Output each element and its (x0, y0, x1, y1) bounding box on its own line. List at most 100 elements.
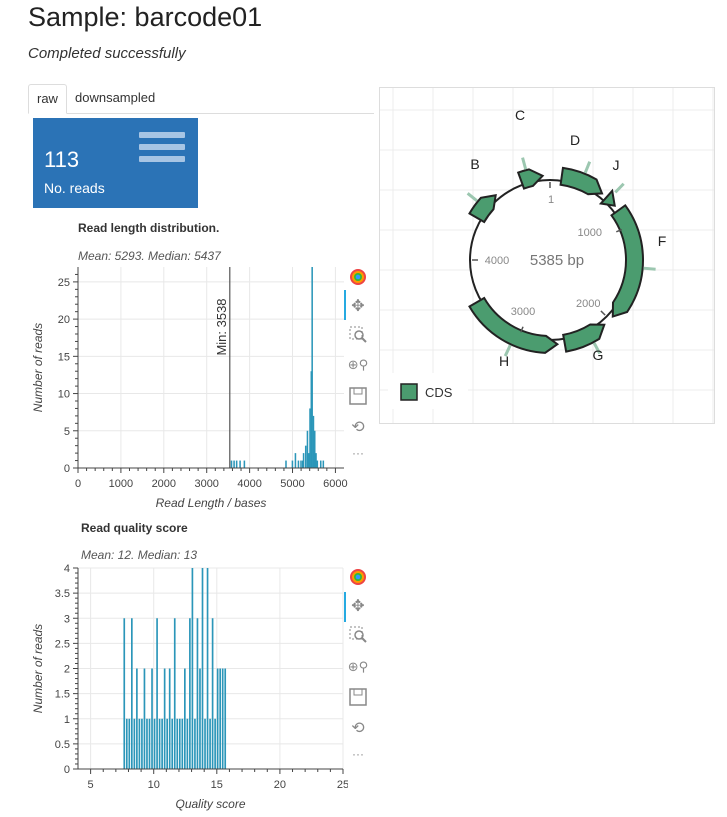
histogram-bar (194, 718, 196, 769)
bokeh-logo-icon[interactable] (347, 566, 369, 588)
x-tick-label: 25 (337, 779, 348, 791)
position-tick (615, 228, 623, 233)
wheel-zoom-icon[interactable]: ⊕⚲ (347, 357, 369, 372)
histogram-bar (133, 718, 136, 769)
reads-summary-card: 113 No. reads (33, 118, 198, 208)
active-tool-indicator (344, 592, 346, 622)
histogram-bar (243, 460, 246, 468)
histogram-bar (178, 718, 181, 769)
length-plot-toolbar: ✥ ⊕⚲ ⟲ ··· (344, 266, 373, 461)
tab-bar: raw downsampled (28, 84, 374, 114)
histogram-bar (181, 718, 184, 769)
x-tick-label: 15 (211, 779, 223, 791)
y-tick-label: 0 (64, 764, 70, 776)
histogram-bar (309, 408, 311, 468)
y-tick-label: 0.5 (55, 739, 70, 751)
histogram-bar (322, 460, 325, 468)
x-axis-label: Read Length / bases (156, 496, 267, 510)
histogram-bar (171, 718, 174, 769)
plasmid-map-panel[interactable]: C D J F G H B 1 1000 2000 3000 4000 5385 bp CDS (379, 87, 715, 424)
tab-downsampled[interactable]: downsampled (75, 90, 156, 105)
tab-raw[interactable]: raw (28, 84, 67, 114)
x-tick-label: 5000 (280, 478, 304, 490)
histogram-bar (304, 445, 307, 468)
y-axis-label: Number of reads (31, 624, 45, 713)
status-text: Completed successfully (28, 45, 186, 62)
histogram-bar (224, 668, 227, 769)
histogram-bar (291, 460, 294, 468)
y-tick-label: 1.5 (55, 689, 70, 701)
feature-label-F: F (658, 233, 667, 249)
histogram-bar (219, 668, 222, 769)
y-tick-label: 2 (64, 664, 70, 676)
histogram-bar (230, 460, 233, 468)
box-zoom-icon[interactable] (347, 324, 369, 346)
histogram-bar (294, 453, 297, 468)
x-tick-label: 5 (88, 779, 94, 791)
position-label: 1000 (578, 227, 602, 239)
feature-connector (521, 157, 528, 170)
histogram-bar (312, 415, 315, 468)
wheel-zoom-icon[interactable]: ⊕⚲ (347, 659, 369, 674)
y-tick-label: 20 (58, 314, 70, 326)
x-tick-label: 0 (75, 478, 81, 490)
cds-feature (516, 168, 545, 190)
histogram-bar (297, 460, 300, 468)
feature-connector (466, 192, 478, 203)
x-tick-label: 10 (148, 779, 160, 791)
feature-connector (583, 161, 592, 174)
histogram-bar (128, 718, 131, 769)
x-axis-label: Quality score (175, 797, 245, 811)
position-label: 1 (548, 194, 554, 206)
position-label: 2000 (576, 298, 600, 310)
histogram-bar (158, 718, 161, 769)
pan-icon[interactable]: ✥ (351, 598, 365, 615)
histogram-bar (138, 718, 141, 769)
x-tick-label: 1000 (109, 478, 133, 490)
histogram-bar (123, 618, 126, 769)
histogram-bar (141, 718, 143, 769)
feature-label-C: C (515, 107, 525, 123)
histogram-bar (166, 718, 169, 769)
position-label: 3000 (511, 306, 535, 318)
histogram-bar (235, 460, 238, 468)
read-quality-chart[interactable]: 5 10 15 20 25 0 0.5 1 1.5 2 2.5 3 3.5 4 Quality score N… (28, 562, 348, 814)
x-tick-label: 2000 (152, 478, 176, 490)
more-icon[interactable]: ··· (352, 747, 364, 761)
histogram-bar (311, 267, 313, 468)
reset-icon[interactable]: ⟲ (351, 720, 365, 737)
cds-feature (562, 323, 606, 353)
histogram-bar (221, 668, 224, 769)
reset-icon[interactable]: ⟲ (351, 419, 365, 436)
save-icon[interactable] (347, 385, 369, 407)
histogram-bar (199, 668, 201, 769)
histogram-bar (173, 618, 176, 769)
cds-feature (559, 166, 604, 196)
histogram-bar (168, 668, 171, 769)
histogram-bar (306, 430, 309, 468)
histogram-bar (285, 460, 287, 468)
cds-feature (610, 203, 644, 318)
feature-label-H: H (499, 353, 509, 369)
plasmid-map[interactable]: C D J F G H B 1 1000 2000 3000 4000 5385 bp CDS (380, 88, 714, 423)
x-tick-label: 20 (274, 779, 286, 791)
histogram-bar (201, 568, 204, 769)
histogram-bar (186, 718, 189, 769)
read-length-chart[interactable]: Min: 3538 0 1000 2000 3000 4000 5000 6000 0 5 10 15… (28, 262, 348, 512)
box-zoom-icon[interactable] (347, 624, 369, 646)
histogram-bar (143, 668, 146, 769)
histogram-bar (163, 668, 166, 769)
active-tool-indicator (344, 290, 346, 320)
more-icon[interactable]: ··· (352, 446, 364, 460)
histogram-bar (146, 718, 148, 769)
feature-connector (643, 266, 656, 271)
pan-icon[interactable]: ✥ (351, 298, 365, 315)
page-title: Sample: barcode01 (28, 2, 263, 32)
min-marker-label: Min: 3538 (214, 298, 229, 355)
histogram-bar (315, 453, 317, 468)
save-icon[interactable] (347, 686, 369, 708)
position-tick (600, 310, 606, 316)
bokeh-logo-icon[interactable] (347, 266, 369, 288)
feature-connector (592, 342, 602, 355)
y-tick-label: 25 (58, 277, 70, 289)
